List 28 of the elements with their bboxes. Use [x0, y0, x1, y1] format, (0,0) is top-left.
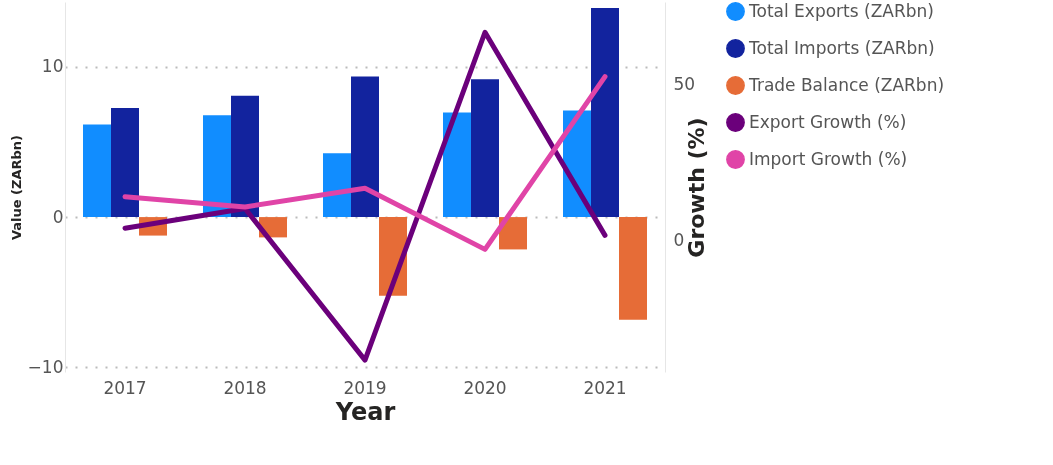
- y2-tick-label: 0: [673, 230, 685, 251]
- x-tick-label: 2019: [343, 377, 387, 398]
- y2-tick-label: 50: [673, 74, 696, 95]
- y-tick-label: 0: [52, 206, 64, 227]
- bar: [619, 217, 647, 320]
- x-tick-label: 2020: [463, 377, 507, 398]
- x-tick-label: 2017: [103, 377, 147, 398]
- bar: [591, 8, 619, 218]
- bar: [443, 112, 471, 218]
- bar: [351, 76, 379, 218]
- x-tick-label: 2018: [223, 377, 267, 398]
- legend-label: Total Exports (ZARbn): [748, 0, 934, 21]
- y2-axis-title: Growth (%): [684, 117, 710, 258]
- legend-label: Trade Balance (ZARbn): [748, 74, 945, 95]
- x-tick-label: 2021: [583, 377, 627, 398]
- bar: [111, 107, 139, 218]
- bar: [471, 79, 499, 218]
- legend-label: Export Growth (%): [749, 111, 907, 132]
- legend-label: Total Imports (ZARbn): [748, 37, 935, 58]
- y-tick-label: −10: [27, 356, 64, 377]
- bar: [499, 217, 527, 250]
- y-axis-title: Value (ZARbn): [8, 134, 24, 241]
- bar: [231, 95, 259, 218]
- y-tick-label: 10: [41, 56, 64, 77]
- bar: [323, 153, 351, 218]
- legend-label: Import Growth (%): [749, 148, 908, 169]
- x-axis-title: Year: [334, 397, 396, 426]
- bar: [83, 124, 111, 218]
